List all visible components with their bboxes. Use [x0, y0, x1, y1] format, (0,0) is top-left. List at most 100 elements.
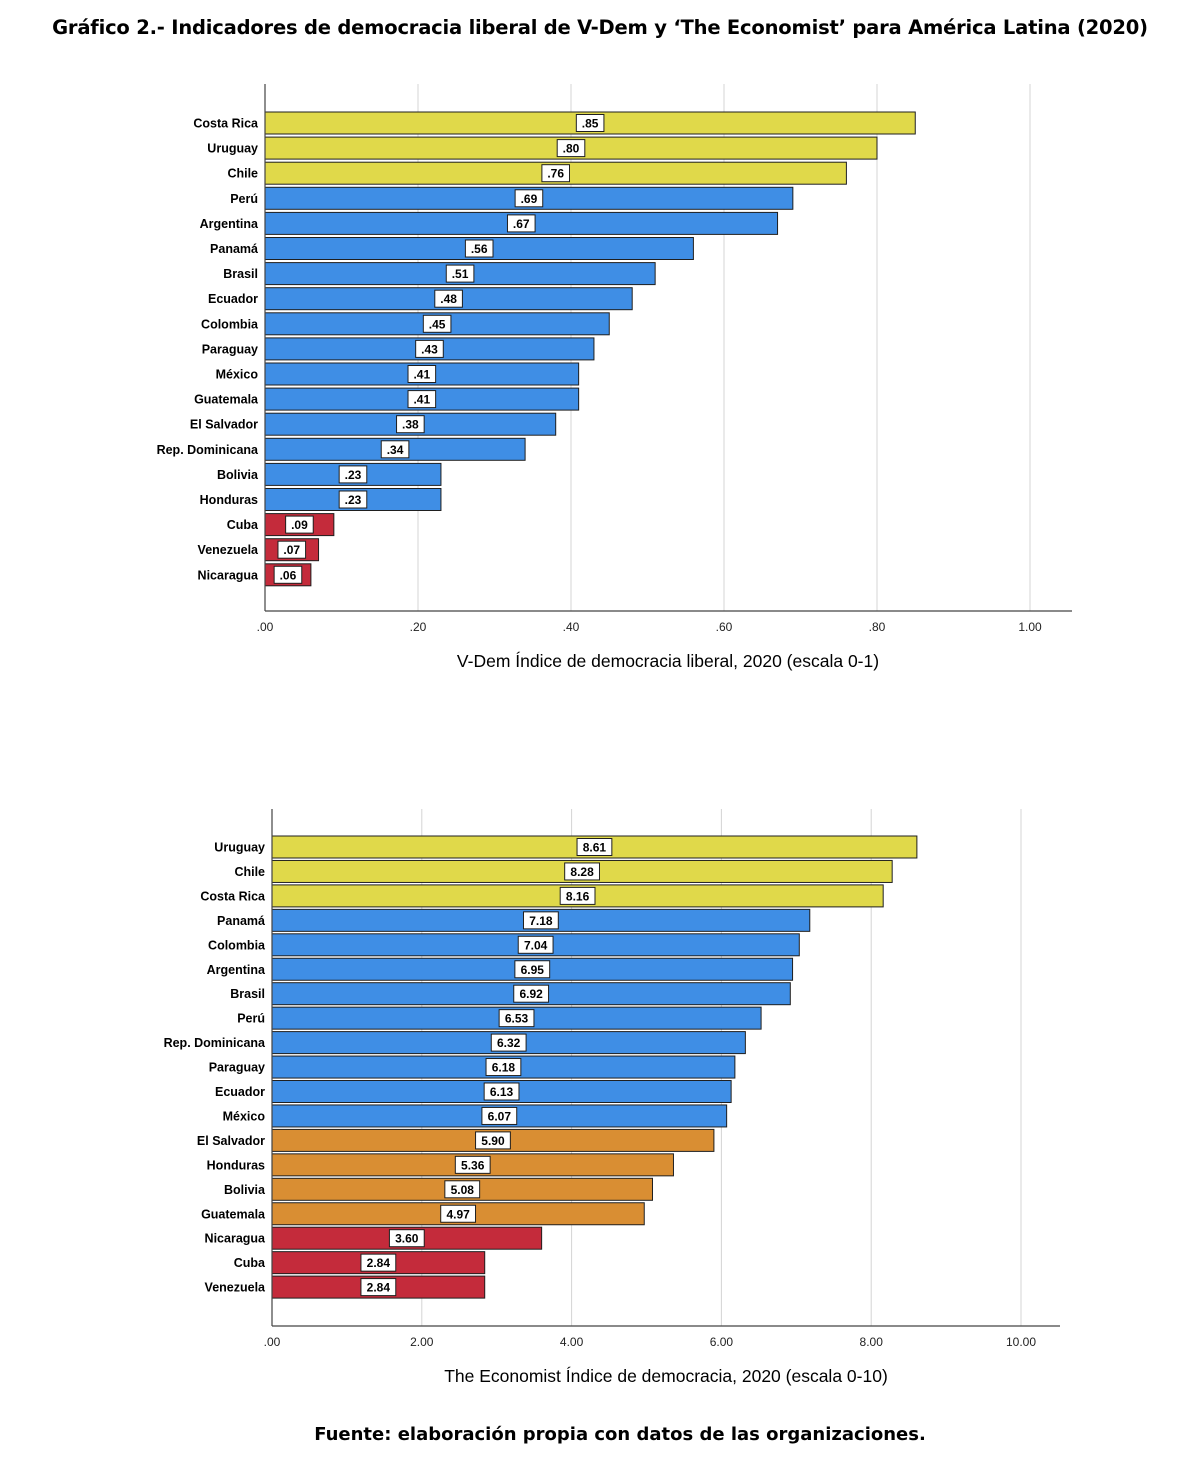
- value-label: 6.32: [497, 1036, 521, 1050]
- category-label: Uruguay: [214, 841, 265, 855]
- x-tick-label: 1.00: [1018, 620, 1042, 634]
- value-label-box: [576, 838, 613, 856]
- value-label: 6.95: [521, 963, 545, 977]
- value-label-box: [388, 1229, 425, 1248]
- value-label: 7.18: [529, 914, 553, 928]
- category-label: Rep. Dominicana: [164, 1036, 266, 1050]
- x-tick-label: .00: [257, 620, 274, 634]
- value-label: 6.18: [492, 1061, 516, 1075]
- value-label: .48: [440, 292, 457, 306]
- value-label: .38: [402, 418, 419, 432]
- value-label-box: [277, 540, 307, 559]
- value-label-box: [481, 1106, 518, 1125]
- category-label: Costa Rica: [200, 889, 266, 903]
- value-label: .67: [513, 217, 530, 231]
- category-label: Perú: [237, 1012, 265, 1026]
- category-label: Panamá: [217, 914, 265, 928]
- value-label-box: [285, 515, 314, 534]
- category-label: Honduras: [207, 1158, 265, 1172]
- value-label-box: [513, 984, 550, 1003]
- value-label-box: [434, 289, 463, 308]
- value-label-box: [360, 1253, 397, 1272]
- x-tick-label: .80: [869, 620, 886, 634]
- value-label: .56: [471, 242, 488, 256]
- value-label-box: [415, 339, 444, 358]
- economist-chart: Uruguay 8.61 Chile 8.28 Costa Rica 8.16 Panamá…: [164, 809, 1060, 1386]
- value-label-box: [464, 239, 494, 258]
- value-label-box: [485, 1058, 522, 1077]
- category-label: Paraguay: [202, 342, 258, 356]
- value-label: .41: [413, 393, 430, 407]
- value-label: .43: [421, 342, 438, 356]
- category-label: Cuba: [227, 518, 259, 532]
- category-label: El Salvador: [190, 418, 258, 432]
- value-label: 5.90: [481, 1134, 505, 1148]
- value-label-box: [541, 164, 571, 183]
- value-label-box: [422, 314, 452, 333]
- value-label: 5.08: [451, 1183, 475, 1197]
- value-label-box: [514, 189, 544, 208]
- value-label: 2.84: [367, 1256, 391, 1270]
- value-label: 8.16: [566, 889, 590, 903]
- x-tick-label: 8.00: [860, 1335, 884, 1349]
- value-label-box: [564, 862, 600, 881]
- category-label: Ecuador: [215, 1085, 265, 1099]
- value-label-box: [483, 1082, 520, 1101]
- value-label-box: [559, 886, 596, 905]
- value-label-box: [506, 214, 536, 233]
- value-label: .51: [452, 267, 469, 281]
- category-label: Guatemala: [201, 1207, 266, 1221]
- x-tick-label: 10.00: [1006, 1335, 1036, 1349]
- category-label: Honduras: [200, 493, 258, 507]
- category-label: México: [223, 1109, 266, 1123]
- value-label: 7.04: [524, 938, 548, 952]
- category-label: Uruguay: [207, 142, 258, 156]
- category-label: Argentina: [200, 217, 259, 231]
- value-label-box: [454, 1155, 491, 1174]
- category-label: Panamá: [210, 242, 258, 256]
- value-label-box: [490, 1033, 527, 1052]
- category-label: Nicaragua: [205, 1232, 266, 1246]
- value-label-box: [445, 264, 475, 283]
- x-tick-label: 2.00: [410, 1335, 434, 1349]
- category-label: Colombia: [201, 317, 259, 331]
- value-label: .23: [345, 468, 362, 482]
- value-label-box: [475, 1131, 511, 1150]
- category-label: Brasil: [230, 987, 265, 1001]
- value-label-box: [440, 1204, 477, 1223]
- category-label: Bolivia: [224, 1183, 266, 1197]
- value-label-box: [407, 390, 437, 409]
- category-label: Nicaragua: [198, 568, 259, 582]
- value-label: .09: [291, 518, 308, 532]
- x-tick-label: 4.00: [560, 1335, 584, 1349]
- value-label-box: [556, 139, 586, 158]
- value-label-box: [407, 365, 437, 383]
- value-label: 6.92: [519, 987, 543, 1001]
- page-title: Gráfico 2.- Indicadores de democracia li…: [52, 16, 1148, 39]
- value-label-box: [396, 415, 425, 434]
- category-label: México: [216, 368, 259, 382]
- category-label: Costa Rica: [193, 117, 259, 131]
- value-label: .80: [563, 142, 580, 156]
- category-label: Colombia: [208, 938, 266, 952]
- value-label-box: [498, 1009, 535, 1028]
- value-label-box: [273, 565, 303, 584]
- x-tick-label: 6.00: [710, 1335, 734, 1349]
- value-label: .34: [387, 443, 404, 457]
- category-label: Perú: [230, 192, 258, 206]
- value-label: 4.97: [446, 1207, 470, 1221]
- category-label: Chile: [227, 167, 258, 181]
- value-label-box: [444, 1180, 481, 1199]
- value-label: 5.36: [461, 1158, 485, 1172]
- category-label: Rep. Dominicana: [157, 443, 259, 457]
- value-label-box: [517, 935, 554, 954]
- value-label: 6.53: [505, 1012, 529, 1026]
- value-label: 8.28: [570, 865, 594, 879]
- value-label: .85: [582, 117, 599, 131]
- x-axis-title: The Economist Índice de democracia, 2020…: [444, 1366, 888, 1386]
- x-tick-label: .20: [410, 620, 427, 634]
- value-label: .41: [413, 368, 430, 382]
- category-label: Chile: [234, 865, 265, 879]
- category-label: Bolivia: [217, 468, 259, 482]
- value-label: .23: [345, 493, 362, 507]
